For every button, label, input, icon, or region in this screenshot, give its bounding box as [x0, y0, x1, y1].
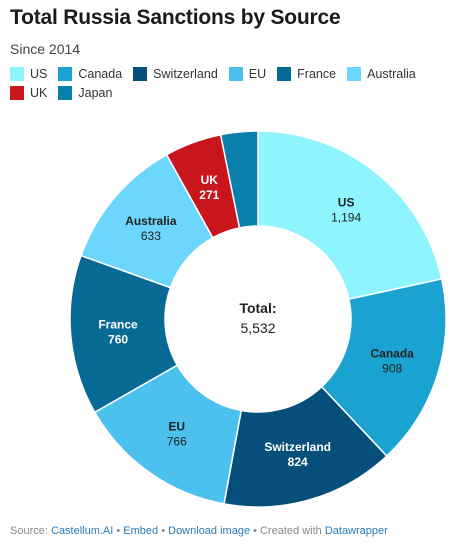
separator: • — [113, 525, 124, 537]
legend-label: EU — [248, 67, 267, 81]
slice-value-uk: 271 — [199, 188, 219, 202]
center-total-value: 5,532 — [240, 320, 275, 336]
slice-canada — [320, 278, 447, 458]
slice-label-uk: UK — [201, 173, 219, 187]
legend: US Canada Switzerland EU France Australia UK Ja… — [10, 66, 460, 101]
legend-item-switzerland: Switzerland — [133, 66, 218, 82]
chart-subtitle: Since 2014 — [10, 41, 81, 57]
separator: • — [158, 525, 169, 537]
legend-label: Switzerland — [153, 67, 218, 81]
slice-value-switzerland: 824 — [288, 455, 308, 469]
legend-item-france: France — [277, 66, 336, 82]
legend-label: US — [30, 67, 48, 81]
legend-swatch — [277, 67, 292, 81]
legend-item-uk: UK — [10, 85, 47, 101]
legend-swatch — [347, 67, 362, 81]
slice-value-australia: 633 — [141, 229, 161, 243]
source-link[interactable]: Castellum.AI — [50, 525, 114, 537]
legend-label: Australia — [367, 67, 416, 81]
center-total-label: Total: — [239, 300, 276, 316]
embed-link[interactable]: Embed — [123, 525, 159, 537]
legend-item-australia: Australia — [347, 66, 416, 82]
legend-item-eu: EU — [228, 66, 267, 82]
legend-swatch — [58, 86, 73, 100]
slice-value-eu: 766 — [167, 435, 187, 449]
legend-label: France — [297, 67, 337, 81]
legend-item-japan: Japan — [58, 85, 112, 101]
slice-value-canada: 908 — [382, 362, 402, 376]
slice-us — [257, 130, 443, 301]
source-prefix: Source: — [10, 525, 51, 537]
legend-swatch — [58, 67, 73, 81]
legend-item-us: US — [10, 66, 47, 82]
slice-label-eu: EU — [168, 420, 185, 434]
slice-switzerland — [223, 385, 388, 508]
legend-label: Japan — [78, 86, 113, 100]
slice-label-australia: Australia — [125, 214, 177, 228]
legend-swatch — [133, 67, 148, 81]
slice-value-france: 760 — [108, 332, 128, 346]
legend-swatch — [10, 86, 24, 100]
slice-label-canada: Canada — [371, 347, 415, 361]
slice-label-us: US — [338, 196, 355, 210]
legend-swatch — [10, 67, 24, 81]
slice-label-switzerland: Switzerland — [264, 440, 331, 454]
footer: Source: Castellum.AI • Embed • Download … — [10, 525, 388, 537]
download-image-link[interactable]: Download image — [168, 525, 251, 537]
slice-label-france: France — [98, 317, 138, 331]
legend-label: UK — [30, 86, 48, 100]
slice-japan — [219, 130, 259, 229]
slice-france — [69, 254, 179, 414]
datawrapper-link[interactable]: Datawrapper — [324, 525, 388, 537]
legend-label: Canada — [78, 67, 123, 81]
legend-swatch — [228, 67, 243, 81]
slice-value-us: 1,194 — [331, 211, 361, 225]
created-with-text: • Created with — [250, 525, 325, 537]
chart-title: Total Russia Sanctions by Source — [10, 6, 341, 29]
legend-item-canada: Canada — [58, 66, 122, 82]
